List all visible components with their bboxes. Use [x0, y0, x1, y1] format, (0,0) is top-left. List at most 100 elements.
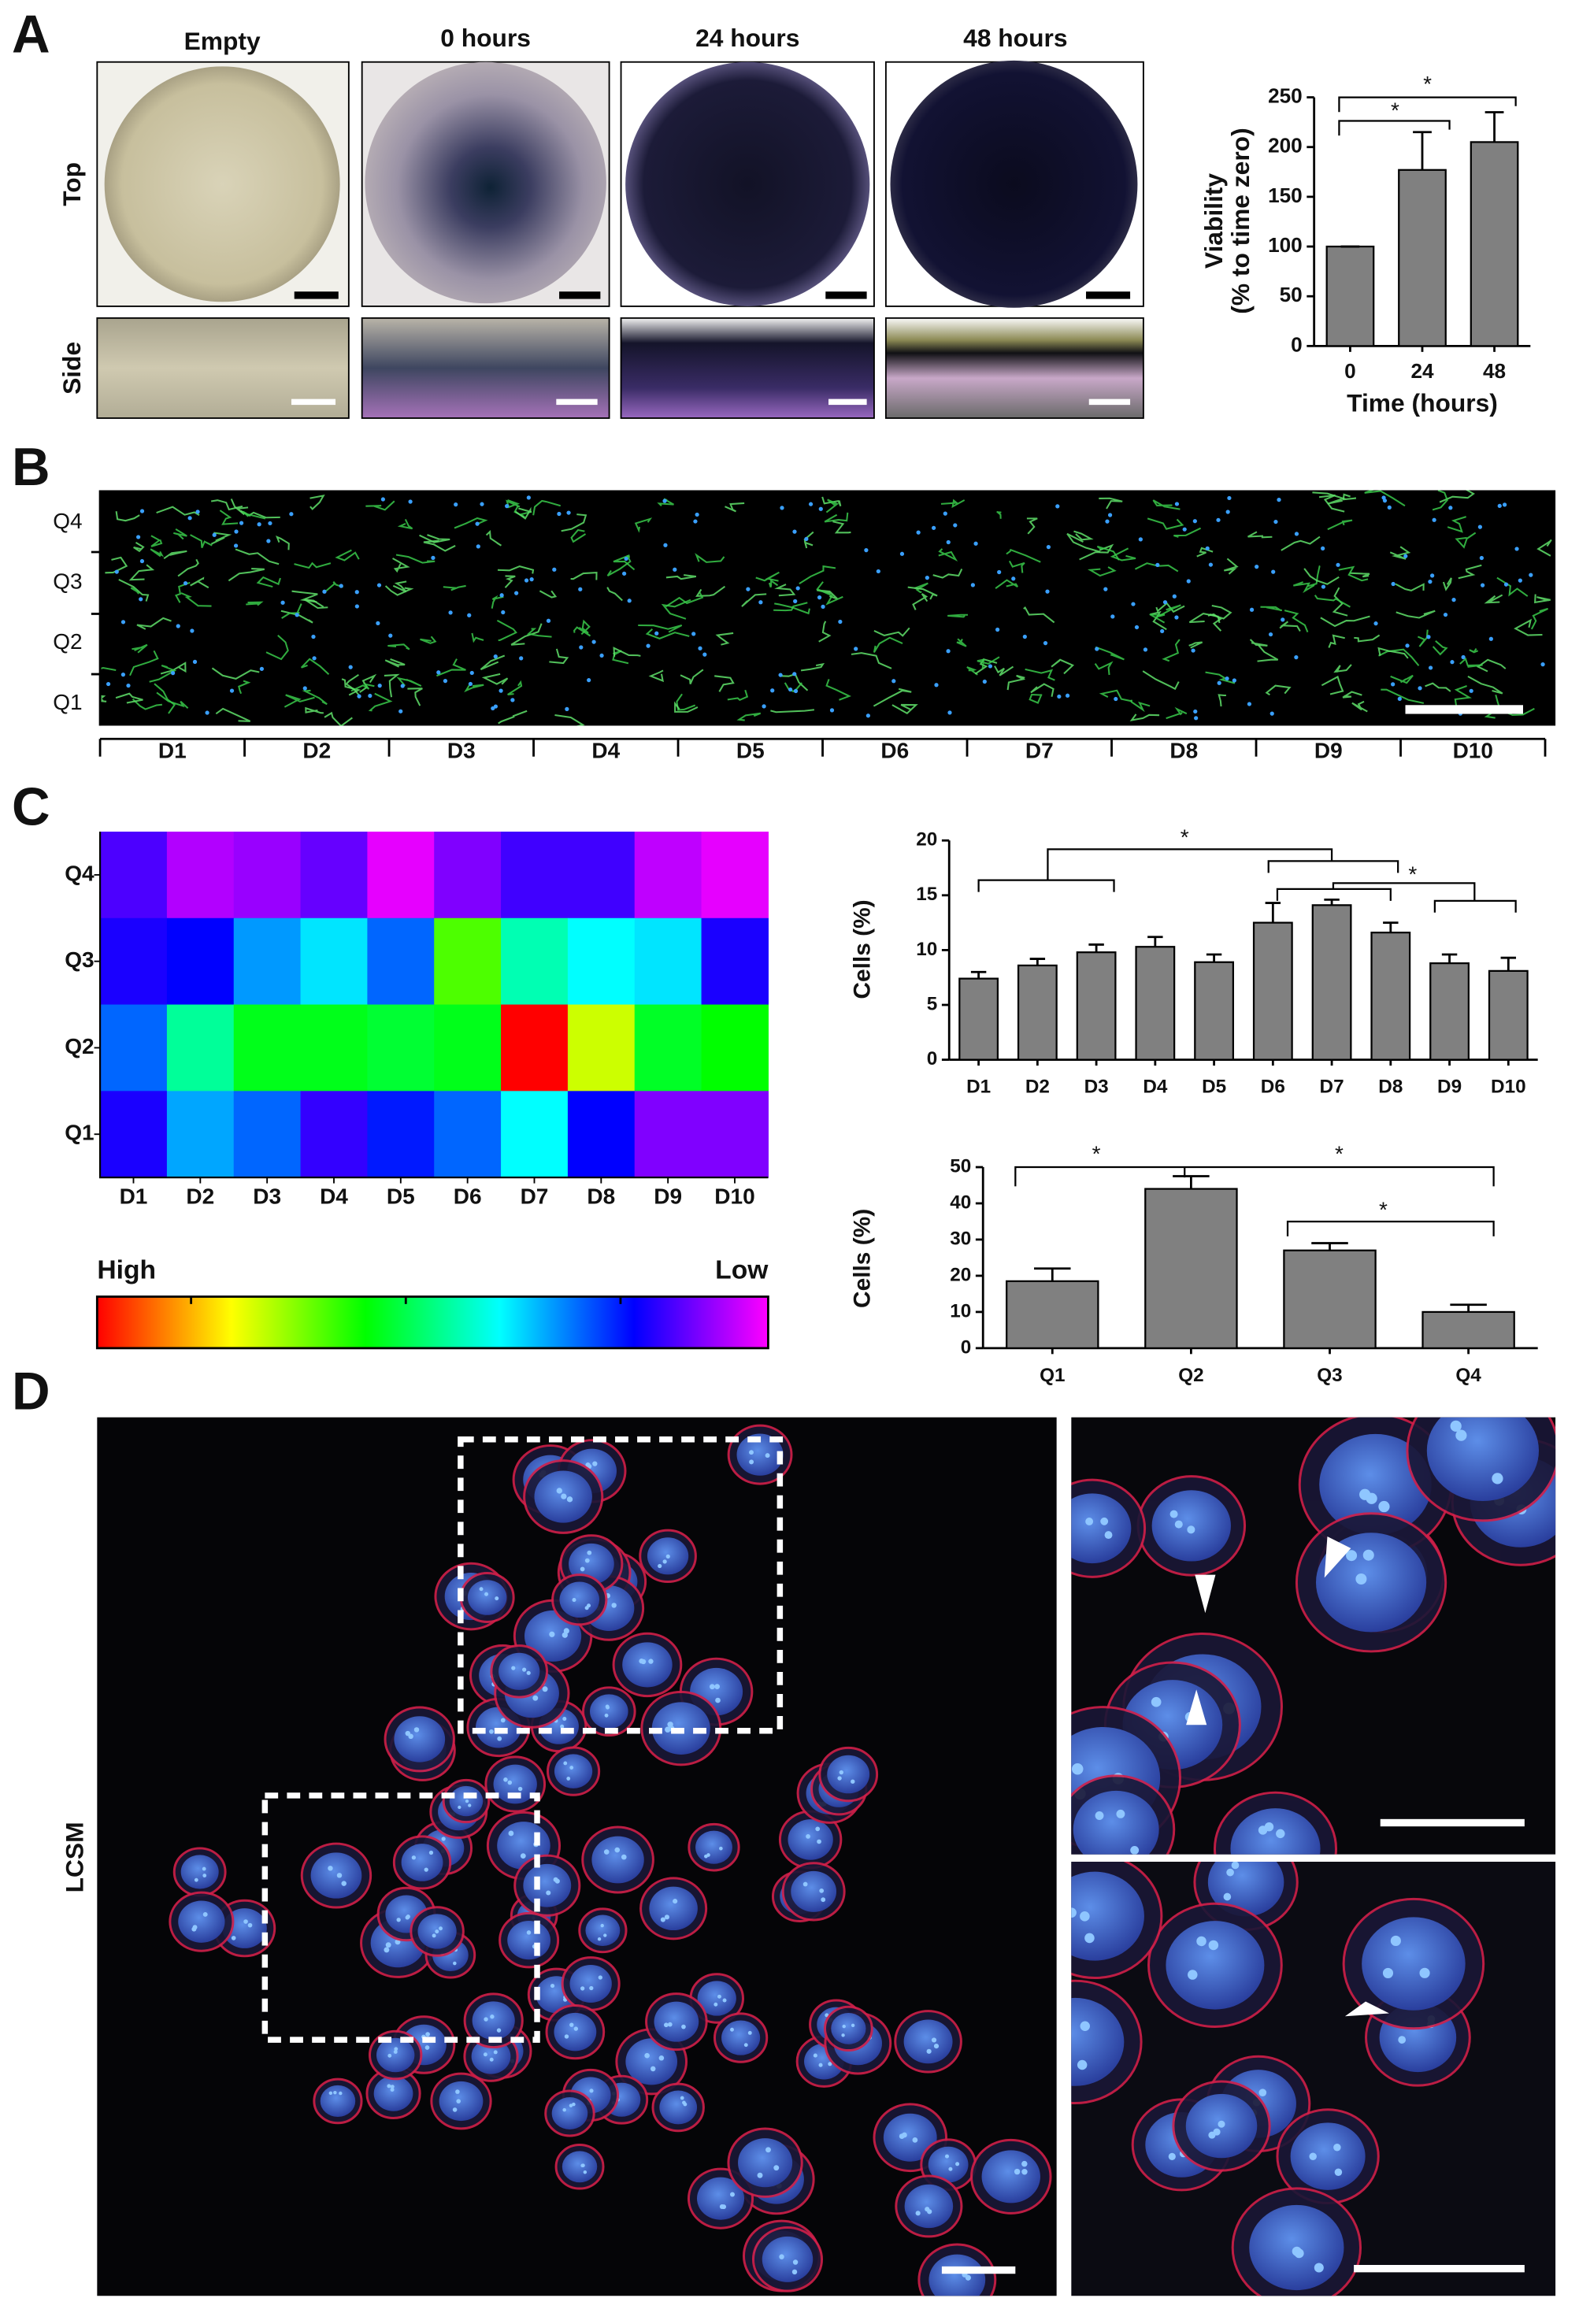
column-label: D4 [591, 739, 620, 763]
nucleolus [621, 1854, 627, 1860]
nucleus [928, 2146, 969, 2183]
nucleus [468, 681, 473, 687]
nucleus [1174, 502, 1180, 506]
nucleus [266, 539, 271, 543]
nucleolus [662, 1559, 667, 1564]
axis [98, 832, 769, 1179]
nucleolus [458, 1805, 461, 1810]
nucleolus [1085, 1518, 1094, 1525]
nucleus [357, 694, 361, 699]
nucleolus [614, 1847, 621, 1853]
bar [1470, 141, 1519, 347]
nucleus [788, 1819, 833, 1860]
fibre [132, 698, 163, 710]
fibre [1196, 547, 1214, 558]
x-tick-label: D6 [1261, 1077, 1285, 1098]
nucleus [1271, 569, 1276, 574]
fibre [1066, 532, 1101, 553]
x-tick-label: D3 [1084, 1077, 1109, 1098]
nucleus [170, 670, 176, 676]
nucleolus [1223, 1892, 1232, 1901]
fibre [1162, 639, 1181, 662]
error-bar [1324, 898, 1340, 906]
heatmap-cell [300, 1004, 368, 1092]
nucleus [454, 502, 458, 507]
nucleus [1249, 607, 1255, 612]
fibre [1349, 572, 1370, 578]
panel-label: C [12, 778, 50, 837]
fibre [1442, 577, 1452, 591]
nucleus [1391, 682, 1396, 687]
nucleus [997, 569, 1002, 575]
nucleolus [1419, 1967, 1430, 1978]
significance-star: * [1391, 98, 1399, 123]
nucleus [1362, 1917, 1466, 2011]
nucleolus [915, 2211, 921, 2216]
nucleolus [489, 2057, 494, 2062]
nucleolus [1294, 2248, 1304, 2259]
nucleolus [779, 2254, 784, 2259]
scale-bar [1354, 2265, 1525, 2273]
nucleus [1540, 662, 1545, 667]
heatmap-cell [634, 917, 702, 1006]
fibre [210, 532, 232, 545]
nucleus [1268, 632, 1273, 637]
nucleolus [714, 1684, 720, 1689]
nucleolus [1276, 1829, 1285, 1839]
nucleolus [1116, 1809, 1125, 1818]
fibre [1328, 634, 1345, 648]
y-tick-label: 100 [1268, 233, 1303, 257]
nucleus [1208, 562, 1214, 567]
nucleolus [497, 1736, 502, 1741]
nucleolus [1071, 1907, 1077, 1918]
arrowhead [1186, 1536, 1389, 2017]
nucleus [491, 706, 495, 711]
fibre [384, 585, 414, 596]
fibre [419, 534, 450, 543]
nucleus [1480, 583, 1485, 587]
y-axis-label: Viability [1199, 173, 1228, 269]
fibre [1099, 689, 1132, 702]
nucleus [312, 656, 317, 661]
column-title: 48 hours [963, 24, 1067, 52]
nucleolus [339, 2091, 343, 2096]
scale-bar [1405, 705, 1523, 714]
nucleolus [549, 1631, 555, 1637]
nucleolus [719, 1846, 723, 1851]
nucleus [192, 659, 198, 665]
nucleus [1103, 587, 1108, 591]
nucleolus [665, 1554, 670, 1559]
fibre [573, 626, 591, 637]
column-label: D5 [736, 739, 765, 763]
bar [1076, 951, 1117, 1061]
nucleus [268, 521, 272, 526]
nucleus [795, 586, 800, 591]
nucleolus [566, 1496, 573, 1503]
nucleolus [456, 2099, 461, 2103]
nucleus [1270, 711, 1274, 716]
nucleus [1430, 573, 1435, 578]
nucleus [659, 2090, 698, 2125]
fibre [265, 634, 289, 661]
nucleolus [749, 1459, 754, 1465]
nucleus [554, 2012, 597, 2052]
fibre [1327, 519, 1353, 531]
y-tick-label: 10 [950, 1300, 971, 1321]
fibre [1342, 493, 1357, 501]
nucleus [599, 653, 604, 658]
nucleus [467, 613, 472, 617]
fibre [907, 586, 938, 600]
nucleus [1225, 676, 1229, 681]
nucleus [1294, 655, 1299, 660]
fibre [396, 676, 422, 687]
nucleolus [550, 1983, 555, 1989]
nucleolus [837, 1776, 842, 1781]
nucleolus [572, 2102, 576, 2107]
nucleus [981, 2150, 1040, 2204]
nucleus [377, 684, 382, 688]
fibre [940, 499, 966, 509]
fibre [1030, 683, 1055, 697]
fibre [873, 627, 910, 637]
fibre [891, 703, 918, 715]
nucleus [817, 595, 822, 600]
